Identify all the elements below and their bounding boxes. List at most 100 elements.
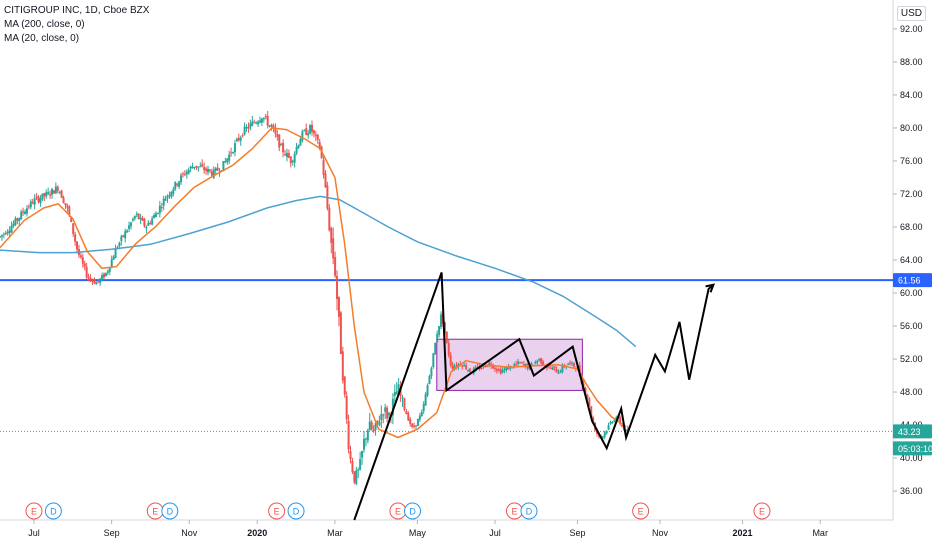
earnings-marker[interactable] [632,502,650,520]
candle-body [60,190,63,199]
candle-body [99,278,102,283]
dividend-marker[interactable] [404,502,422,520]
earnings-marker[interactable] [25,502,43,520]
y-tick-label: 60.00 [900,288,923,298]
currency-label[interactable]: USD [896,6,926,21]
candle-body [411,423,414,427]
candle-body [372,429,375,432]
candle-body [518,362,521,364]
candle-body [347,421,350,450]
earnings-marker[interactable] [753,502,771,520]
candle-body [14,218,17,225]
candle-body [388,413,391,416]
candle-body [224,161,227,163]
candle-body [438,326,441,335]
candle-body [557,372,560,374]
candle-body [185,171,188,175]
candle-body [505,367,508,370]
candle-body [176,183,179,186]
dividend-marker[interactable] [520,502,538,520]
candle-body [517,361,520,364]
candle-body [93,280,96,284]
candle-body [343,376,346,395]
earnings-marker-label: E [638,507,644,517]
candle-body [172,189,175,194]
candle-body [488,362,491,366]
candle-body [0,234,3,237]
candle-body [264,116,267,118]
dividend-marker[interactable] [161,502,179,520]
x-tick-label: Mar [812,528,828,538]
candle-body [206,168,209,173]
candle-body [432,353,435,368]
earnings-marker[interactable] [268,502,286,520]
candle-body [85,266,88,278]
candle-body [569,362,572,364]
candle-body [203,167,206,171]
candle-body [174,181,177,190]
candle-body [434,342,437,355]
candle-body [101,275,104,280]
candle-body [503,368,506,371]
candle-body [303,130,306,132]
price-axis-label: 05:03:10 [898,444,932,454]
candle-body [305,128,308,135]
candle-body [297,145,300,149]
candle-body [366,430,369,441]
candle-body [401,397,404,399]
candle-body [299,139,302,146]
candle-body [480,367,483,369]
candle-body [468,368,471,372]
ma200-line[interactable] [0,195,637,348]
candle-body [257,121,260,125]
candle-body [310,125,313,132]
candle-body [62,197,65,203]
candle-body [461,365,464,367]
legend-ma200: MA (200, close, 0) [4,19,85,30]
candle-body [451,364,454,369]
x-tick-label: Mar [327,528,343,538]
y-tick-label: 92.00 [900,24,923,34]
candle-body [619,417,622,425]
candle-body [314,134,317,136]
candle-body [255,122,258,124]
candle-body [245,127,248,129]
candle-body [135,214,138,216]
candle-body [183,174,186,176]
candle-body [166,195,169,199]
candle-body [52,190,55,194]
candle-body [413,425,416,427]
candle-body [374,423,377,431]
candle-body [542,361,545,365]
chart-legend: CITIGROUP INC, 1D, Cboe BZX MA (200, clo… [4,4,149,46]
candle-body [382,414,385,416]
candle-body [260,118,263,123]
x-tick-label: Nov [652,528,669,538]
x-tick-label: Sep [570,528,586,538]
candle-body [499,369,502,374]
candle-body [249,123,252,128]
projection-drawing[interactable] [353,272,715,521]
candle-body [266,115,269,126]
candle-body [615,417,618,421]
candle-body [232,152,235,154]
candle-body [156,212,159,214]
candle-body [447,342,450,356]
candle-body [455,365,458,367]
price-axis-label: 43.23 [898,427,921,437]
x-tick-label: 2021 [733,528,753,538]
candle-body [482,364,485,368]
dividend-marker[interactable] [287,502,305,520]
candle-body [239,137,242,141]
dividend-marker[interactable] [44,502,62,520]
candle-body [151,218,154,225]
candle-body [463,364,466,367]
candle-body [22,211,25,213]
candle-body [270,124,273,127]
candle-body [64,203,67,206]
candle-body [276,134,279,137]
candle-body [37,196,40,202]
candle-body [8,230,11,234]
candle-body [492,365,495,369]
